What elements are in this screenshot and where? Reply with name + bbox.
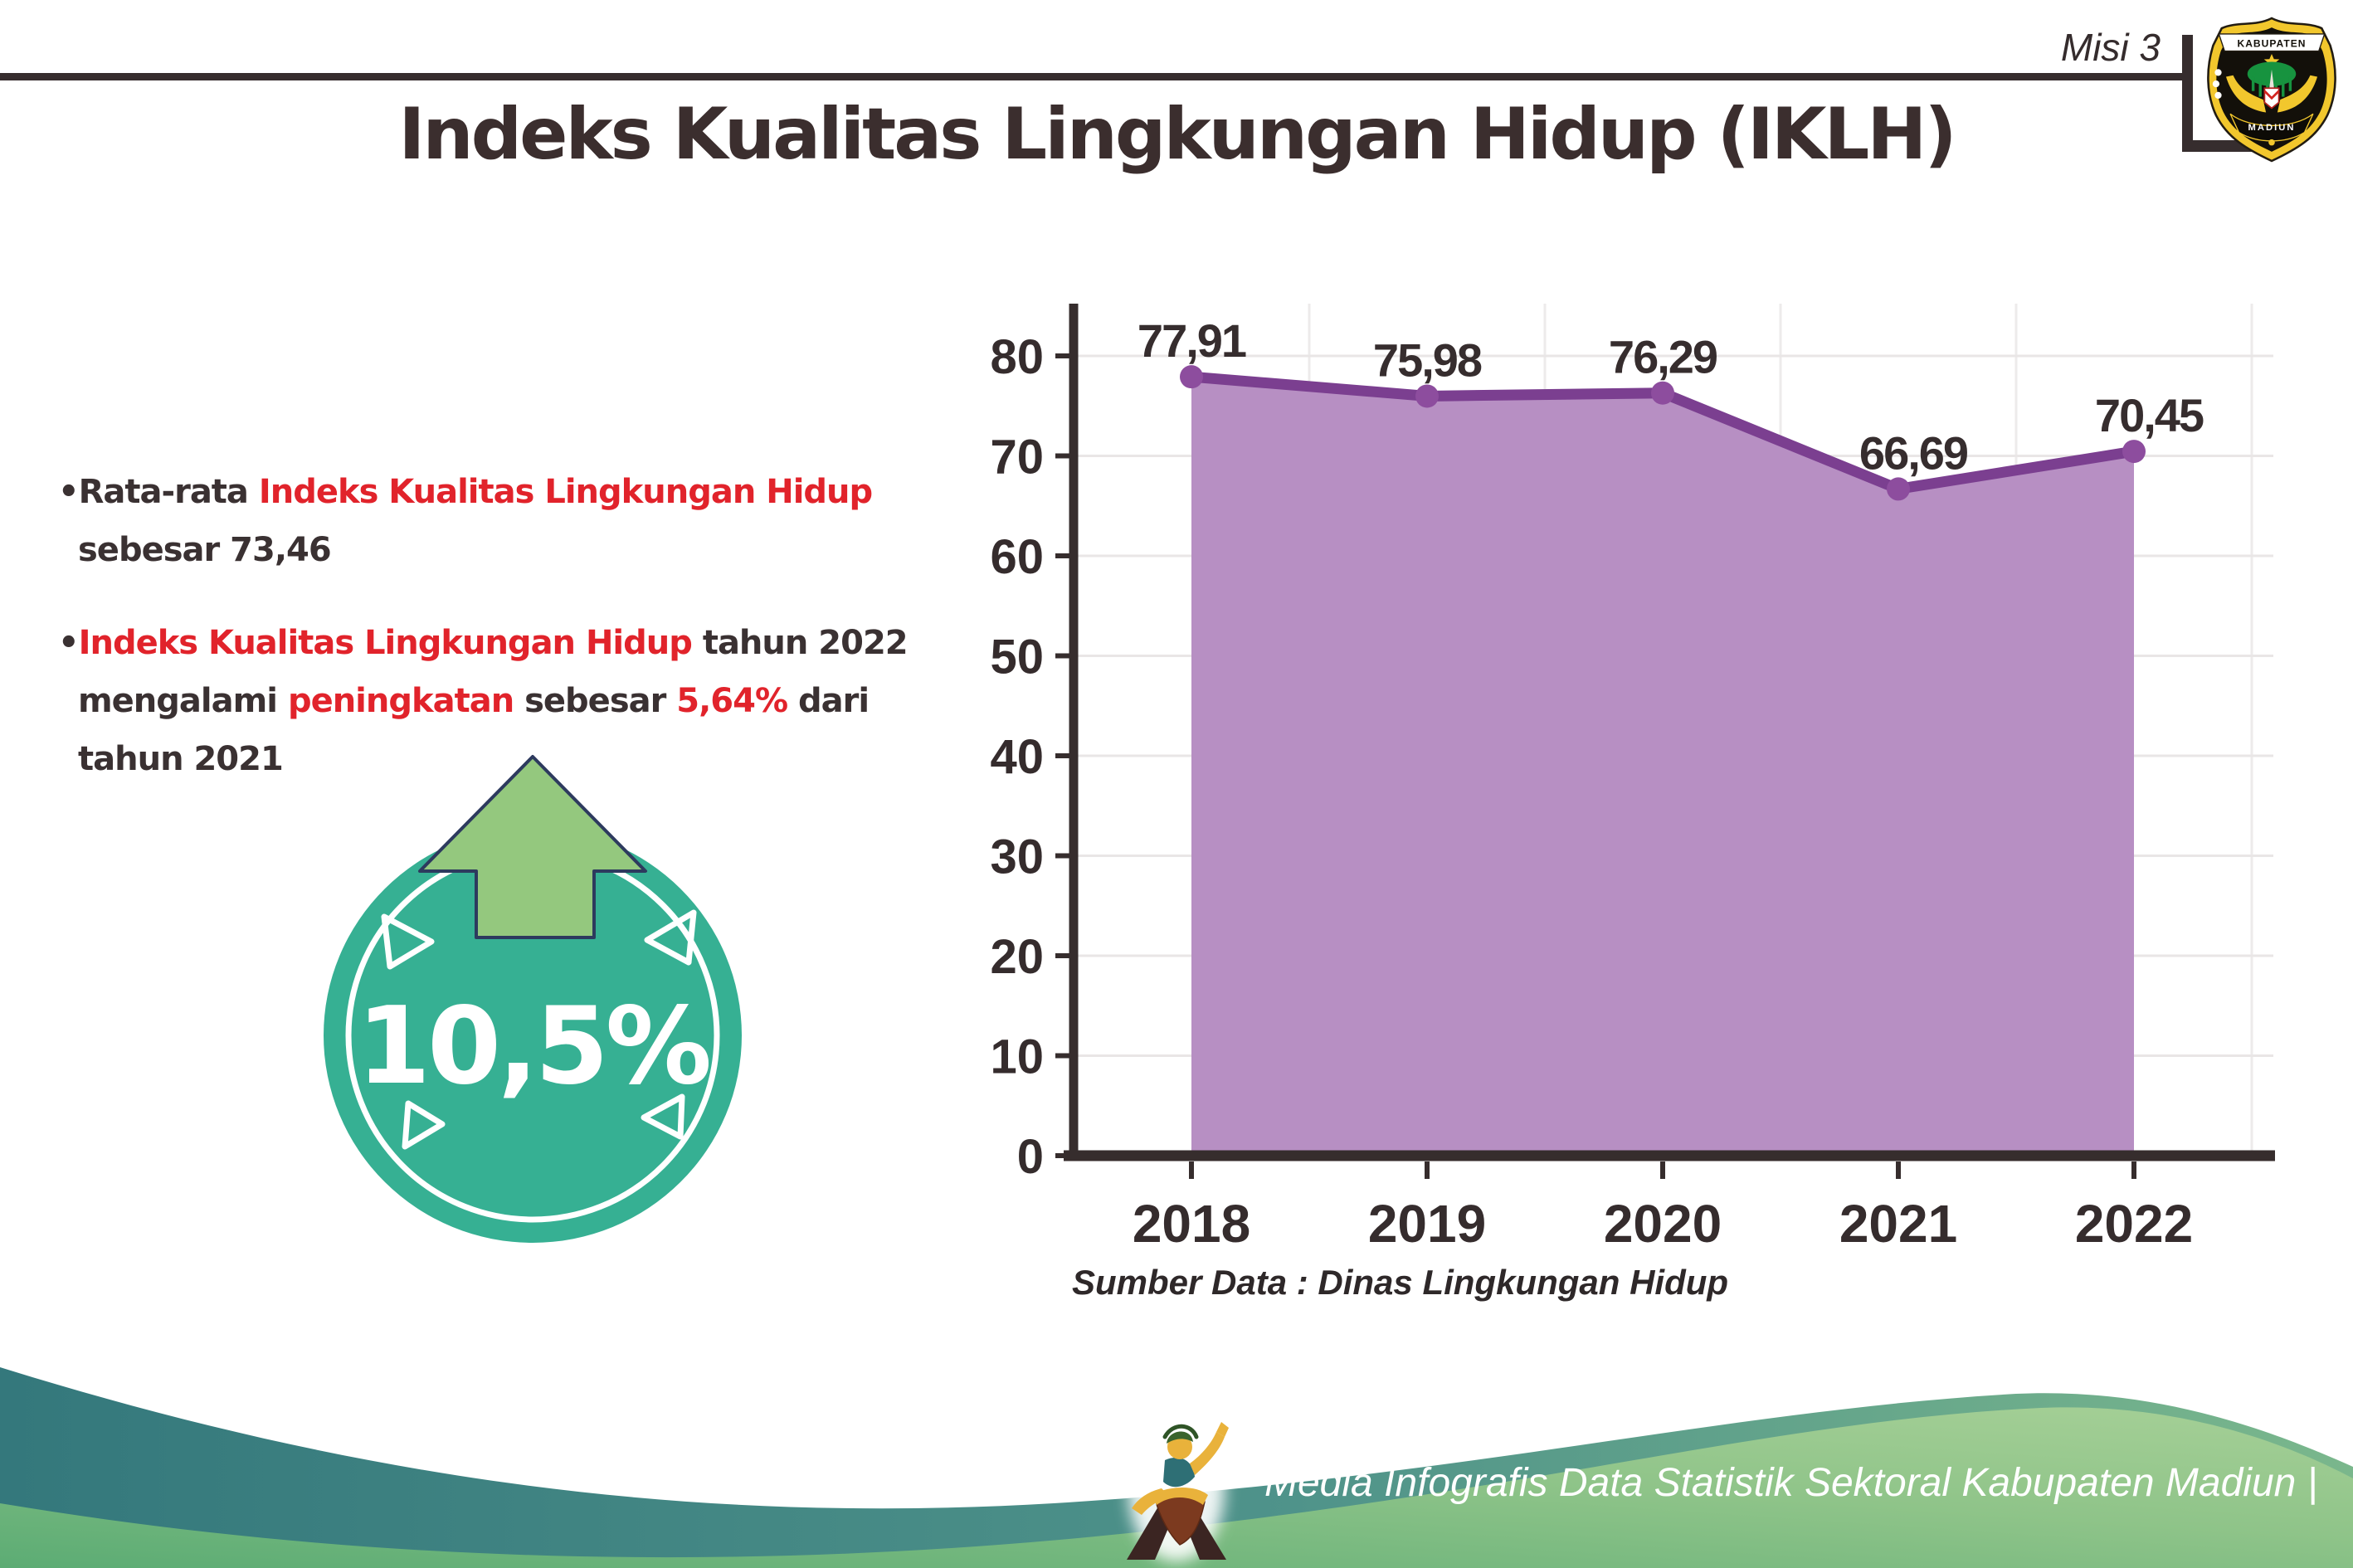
footer-caption: Media Infografis Data Statistik Sektoral… (1264, 1461, 2318, 1505)
badge-value: 10,5% (357, 985, 709, 1108)
logo-bottom-text: MADIUN (2248, 123, 2295, 133)
logo-top-text: KABUPATEN (2237, 37, 2306, 49)
page-title: Indeks Kualitas Lingkungan Hidup (IKLH) (398, 93, 1956, 176)
kabupaten-madiun-logo: KABUPATEN MADIUN (2207, 17, 2336, 163)
up-arrow-icon (418, 755, 647, 939)
logo-bottom-ribbon (2229, 113, 2314, 142)
logo-cotton-dots (2212, 69, 2222, 100)
dancer-mascot-icon (1127, 1419, 1229, 1561)
misi-label: Misi 3 (2060, 26, 2161, 69)
bullet-item: •Indeks Kualitas Lingkungan Hidup tahun … (58, 624, 909, 778)
key-findings-text: •Rata-rata Indeks Kualitas Lingkungan Hi… (58, 463, 954, 823)
logo-top-ribbon (2218, 33, 2326, 52)
source-note: Sumber Data : Dinas Lingkungan Hidup (1072, 1263, 1729, 1302)
badge-circle (324, 828, 742, 1243)
footer-green-wave (0, 1407, 2353, 1568)
logo-center-chevron (2263, 90, 2280, 100)
increase-badge: 10,5% (324, 755, 742, 1243)
bullet-item: •Rata-rata Indeks Kualitas Lingkungan Hi… (58, 473, 873, 569)
badge-triangle-accents (381, 909, 697, 1150)
logo-wing-right (2277, 75, 2318, 113)
header-rule (0, 73, 2187, 80)
logo-bottom-ornament (2268, 139, 2275, 146)
logo-wing-left (2225, 75, 2267, 113)
logo-frame-vertical (2182, 35, 2193, 152)
